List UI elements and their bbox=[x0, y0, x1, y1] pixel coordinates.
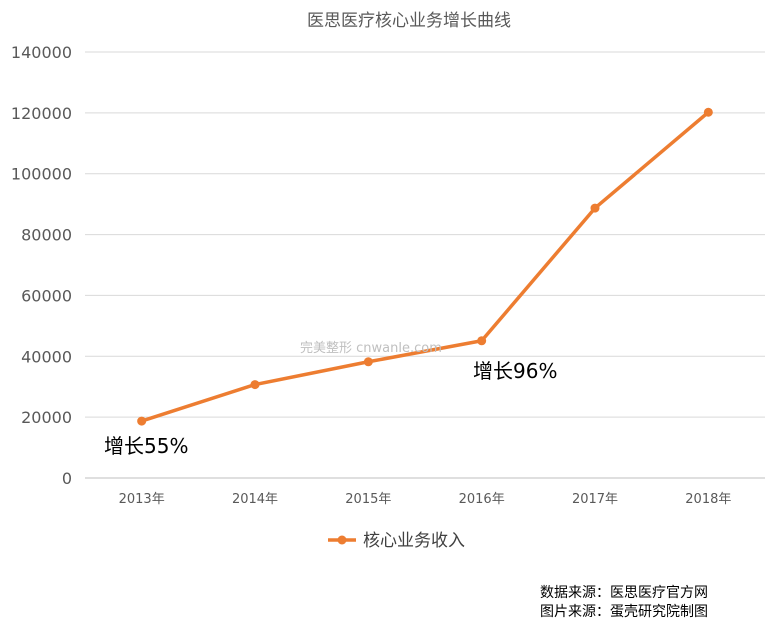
data-point bbox=[363, 357, 373, 367]
x-tick-label: 2017年 bbox=[572, 492, 618, 507]
y-tick-label: 40000 bbox=[21, 347, 72, 366]
x-tick-label: 2014年 bbox=[232, 492, 278, 507]
chart-title: 医思医疗核心业务增长曲线 bbox=[307, 11, 511, 31]
legend-label: 核心业务收入 bbox=[363, 531, 465, 551]
data-point bbox=[477, 336, 487, 346]
x-axis-ticks: 2013年 2014年 2015年 2016年 2017年 2018年 bbox=[119, 492, 732, 507]
data-point bbox=[250, 380, 260, 390]
legend: 核心业务收入 bbox=[328, 531, 465, 551]
annotation-growth-55: 增长55% bbox=[104, 434, 188, 458]
data-points bbox=[137, 107, 713, 426]
annotation-growth-96: 增长96% bbox=[473, 359, 557, 383]
x-tick-label: 2016年 bbox=[459, 492, 505, 507]
x-tick-label: 2015年 bbox=[345, 492, 391, 507]
x-tick-label: 2013年 bbox=[119, 492, 165, 507]
watermark: 完美整形 cnwanle.com bbox=[300, 341, 442, 356]
data-point bbox=[137, 416, 147, 426]
y-tick-label: 0 bbox=[62, 469, 72, 488]
y-tick-label: 140000 bbox=[11, 43, 72, 62]
y-tick-label: 120000 bbox=[11, 104, 72, 123]
y-tick-label: 20000 bbox=[21, 408, 72, 427]
y-axis-ticks: 0 20000 40000 60000 80000 100000 120000 140000 bbox=[11, 43, 72, 488]
y-tick-label: 100000 bbox=[11, 165, 72, 184]
data-source-note: 数据来源：医思医疗官方网 bbox=[540, 585, 708, 601]
legend-dot-marker bbox=[337, 535, 347, 545]
y-tick-label: 80000 bbox=[21, 226, 72, 245]
x-tick-label: 2018年 bbox=[685, 492, 731, 507]
y-tick-label: 60000 bbox=[21, 286, 72, 305]
image-source-note: 图片来源：蛋壳研究院制图 bbox=[540, 603, 708, 620]
data-point bbox=[590, 203, 600, 213]
data-point bbox=[703, 107, 713, 117]
grid-lines bbox=[85, 51, 765, 479]
series-line bbox=[141, 110, 710, 423]
